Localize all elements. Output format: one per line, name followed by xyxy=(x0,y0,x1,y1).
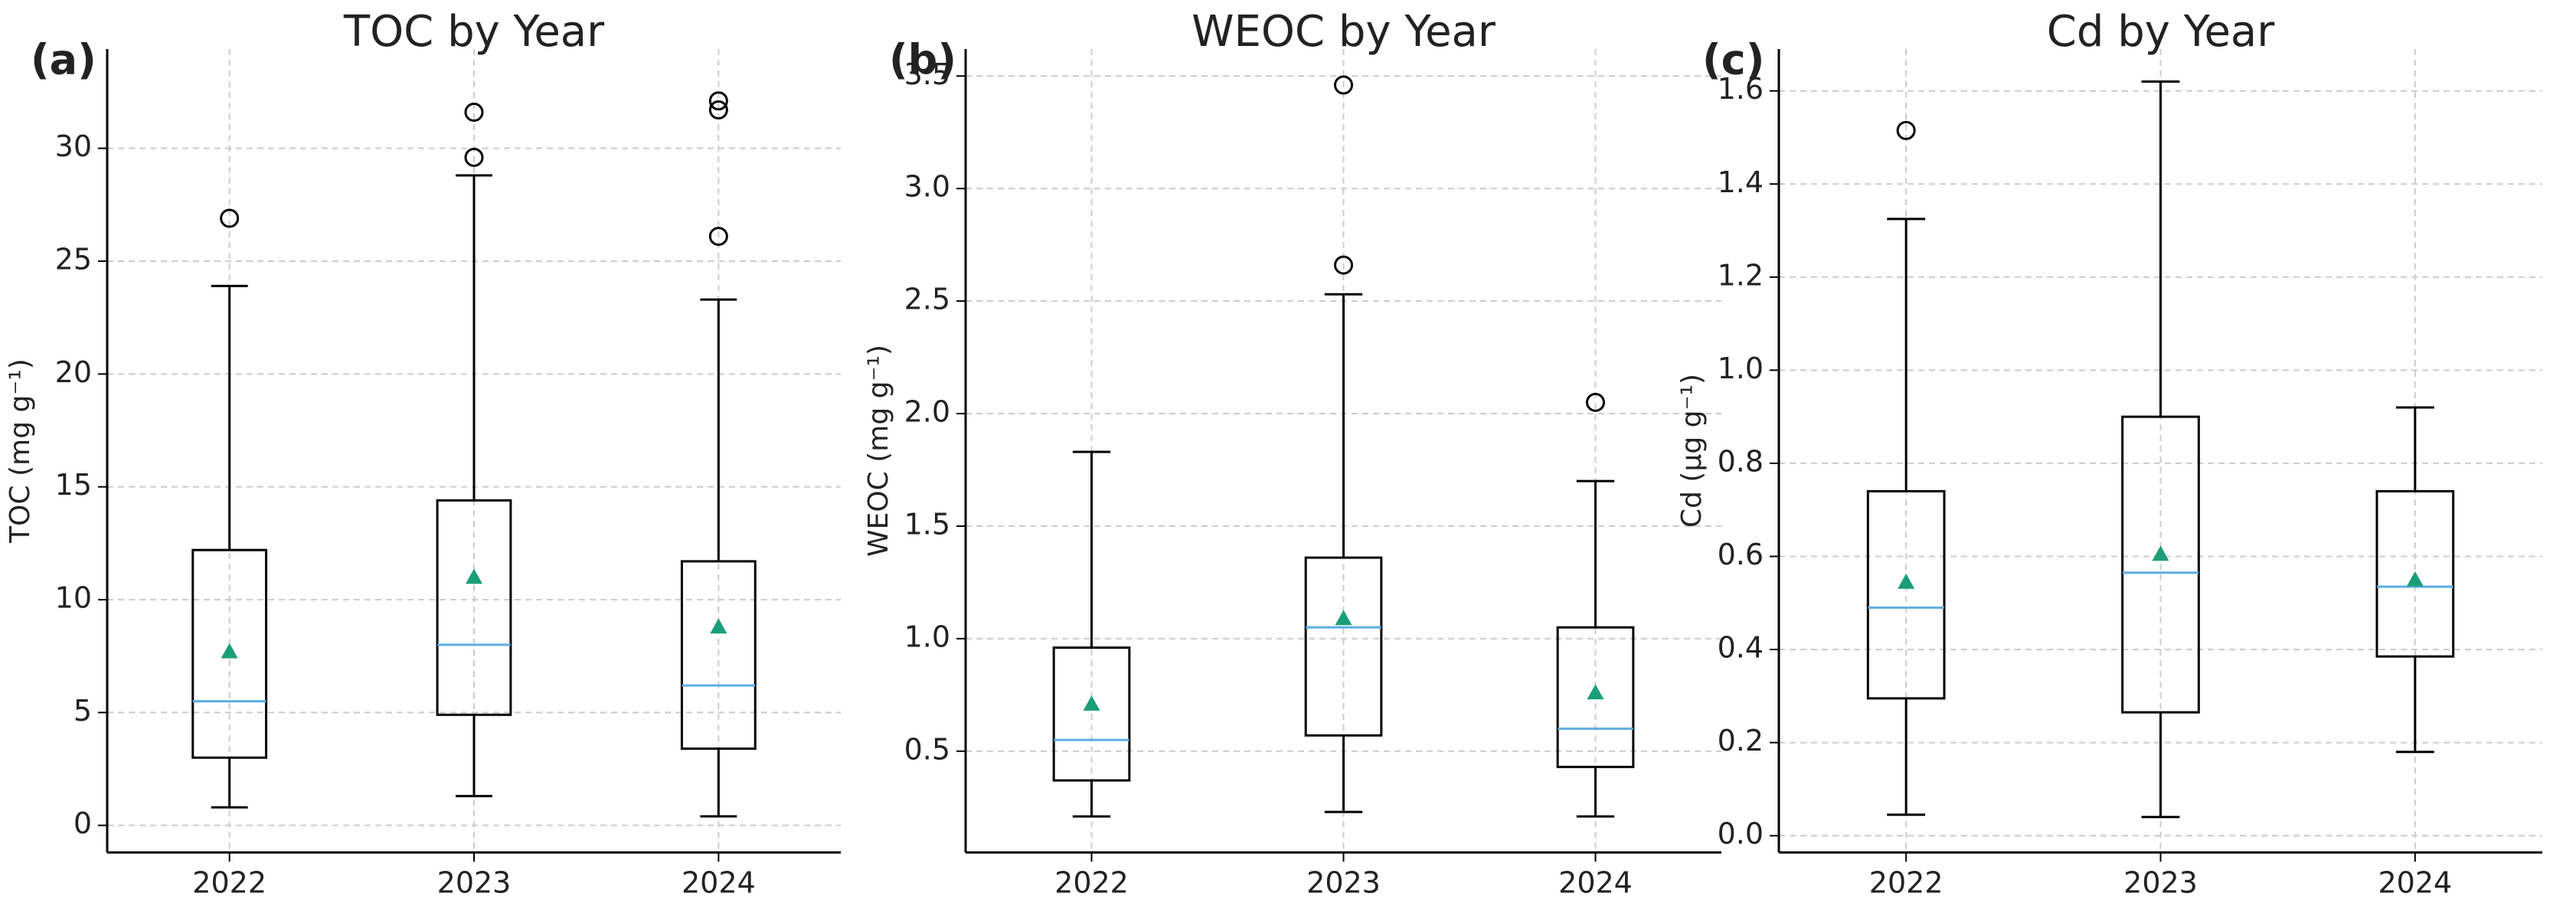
y-tick-label: 15 xyxy=(55,468,92,502)
mean-marker xyxy=(710,618,727,634)
y-tick-label: 5 xyxy=(74,694,92,728)
box xyxy=(2375,489,2455,658)
box xyxy=(1556,626,1635,768)
y-tick-label: 1.6 xyxy=(1718,72,1764,106)
x-tick-label: 2024 xyxy=(682,866,756,900)
y-tick-label: 1.2 xyxy=(1718,258,1764,292)
y-tick-label: 3.5 xyxy=(904,57,950,91)
y-tick-label: 0 xyxy=(74,806,92,840)
y-tick-label: 20 xyxy=(55,355,92,389)
y-tick-label: 0.8 xyxy=(1718,444,1764,478)
panel: 0.5 1.0 1.5 2.0 2.5 3.0 3.5 2022 2023 2024 WEOC by… xyxy=(863,7,1721,900)
box xyxy=(1052,646,1131,782)
outlier xyxy=(1896,120,1916,140)
y-axis-label: Cd (μg g⁻¹) xyxy=(1676,374,1708,528)
outlier xyxy=(708,227,728,247)
box xyxy=(1866,489,1946,700)
y-tick-label: 10 xyxy=(55,581,92,614)
x-tick-label: 2022 xyxy=(192,866,266,900)
outlier xyxy=(708,91,728,111)
y-tick-label: 0.6 xyxy=(1718,538,1764,571)
panel-label: (a) xyxy=(31,36,96,84)
y-tick-label: 30 xyxy=(55,129,92,163)
x-tick-label: 2024 xyxy=(2378,866,2452,900)
mean-marker xyxy=(2152,545,2169,561)
outlier xyxy=(1334,75,1353,95)
outlier xyxy=(464,103,484,123)
mean-marker xyxy=(466,568,482,584)
y-tick-label: 0.4 xyxy=(1718,631,1764,665)
y-tick-label: 0.0 xyxy=(1718,817,1764,851)
outlier xyxy=(1334,255,1353,275)
x-tick-label: 2023 xyxy=(1306,866,1381,900)
box xyxy=(680,560,757,750)
panel-label: (c) xyxy=(1702,36,1764,84)
box xyxy=(2121,415,2200,714)
y-tick-label: 3.0 xyxy=(904,170,950,204)
y-tick-label: 2.5 xyxy=(904,283,950,316)
mean-marker xyxy=(1898,573,1915,589)
box xyxy=(436,499,512,716)
outlier xyxy=(708,100,728,120)
y-tick-label: 1.4 xyxy=(1718,165,1764,199)
panel-label: (b) xyxy=(889,36,956,84)
x-tick-label: 2024 xyxy=(1558,866,1633,900)
x-tick-label: 2023 xyxy=(437,866,512,900)
outlier xyxy=(220,208,240,228)
box xyxy=(191,548,268,759)
mean-marker xyxy=(1335,610,1352,626)
y-axis-label: TOC (mg g⁻¹) xyxy=(5,358,36,544)
panel-title: Cd by Year xyxy=(2047,7,2275,57)
mean-marker xyxy=(1083,695,1100,711)
panel: 0 5 10 15 20 25 30 2022 2023 2024 TOC by Year (a) TO… xyxy=(5,7,841,900)
y-axis-label: WEOC (mg g⁻¹) xyxy=(863,345,894,557)
y-tick-label: 1.0 xyxy=(1718,352,1764,385)
mean-marker xyxy=(1587,684,1604,700)
y-tick-label: 1.0 xyxy=(904,620,950,653)
outlier xyxy=(1586,392,1605,412)
x-tick-label: 2022 xyxy=(1869,866,1943,900)
panel: 0.0 0.2 0.4 0.6 0.8 1.0 1.2 1.4 1.6 2022 2023 2024 C… xyxy=(1676,7,2542,900)
mean-marker xyxy=(221,643,238,659)
outlier xyxy=(464,147,484,167)
y-tick-label: 0.5 xyxy=(904,732,950,766)
y-tick-label: 1.5 xyxy=(904,507,950,541)
mean-marker xyxy=(2406,571,2424,587)
box xyxy=(1304,556,1383,737)
panel-title: WEOC by Year xyxy=(1192,7,1496,57)
x-tick-label: 2023 xyxy=(2123,866,2198,900)
y-tick-label: 25 xyxy=(55,242,92,276)
panel-title: TOC by Year xyxy=(343,7,605,57)
x-tick-label: 2022 xyxy=(1054,866,1129,900)
y-tick-label: 2.0 xyxy=(904,395,950,429)
y-tick-label: 0.2 xyxy=(1718,724,1764,757)
